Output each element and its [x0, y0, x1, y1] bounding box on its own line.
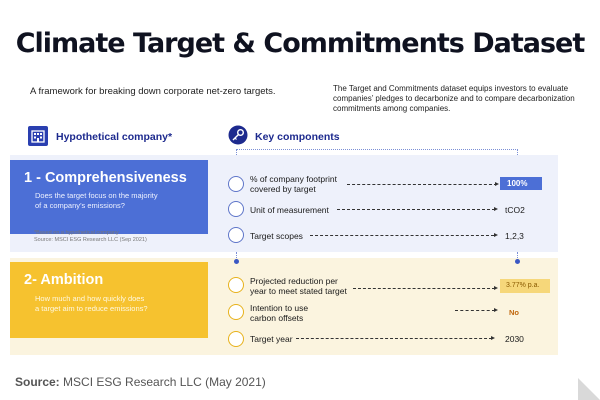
component-label: Intention to use carbon offsets [250, 303, 308, 323]
arrow-icon [494, 233, 498, 237]
dataset-description: The Target and Commitments dataset equip… [333, 84, 575, 113]
arrow-icon [491, 336, 495, 340]
value-text: 2030 [505, 334, 524, 344]
label-line: covered by target [250, 184, 316, 194]
leader-line [455, 310, 495, 311]
value-badge: 100% [500, 177, 542, 190]
company-header: Hypothetical company* [56, 131, 173, 143]
component-label: Projected reduction per year to meet sta… [250, 276, 347, 296]
value-text: 1,2,3 [505, 231, 524, 241]
building-icon [28, 126, 48, 146]
connector-drop [517, 149, 518, 159]
arrow-icon [494, 286, 498, 290]
section-question: of a company’s emissions? [35, 201, 125, 210]
connector-drop [517, 252, 518, 262]
arrow-icon [494, 207, 498, 211]
connector-line [236, 149, 518, 150]
arrow-icon [494, 308, 498, 312]
value-badge: 3.77% p.a. [500, 279, 550, 293]
section-title: 2- Ambition [24, 272, 104, 288]
connector-pin [234, 259, 239, 264]
reduction-icon [228, 277, 244, 293]
leader-line [353, 288, 495, 289]
component-label: Target scopes [250, 231, 303, 241]
connector-pin [515, 259, 520, 264]
ruler-icon [228, 201, 244, 217]
leader-line [296, 338, 492, 339]
connector-drop [236, 252, 237, 262]
calendar-icon [228, 331, 244, 347]
component-label: % of company footprint covered by target [250, 174, 337, 194]
source-text: MSCI ESG Research LLC (May 2021) [63, 375, 266, 389]
label-line: % of company footprint [250, 174, 337, 184]
section-question: Does the target focus on the majority [35, 191, 158, 200]
component-label: Unit of measurement [250, 205, 329, 215]
label-line: Projected reduction per [250, 276, 338, 286]
label-line: Intention to use [250, 303, 309, 313]
label-line: carbon offsets [250, 313, 304, 323]
section-title: 1 - Comprehensiveness [24, 170, 187, 186]
source-label: Source: [15, 375, 60, 389]
page-fold [578, 378, 600, 400]
key-icon [228, 125, 248, 145]
footnote-line: *Based on a hypothetical company [34, 230, 119, 236]
section-question: How much and how quickly does [35, 294, 145, 303]
value-text: tCO2 [505, 205, 525, 215]
leader-line [337, 209, 495, 210]
value-text: No [509, 308, 519, 317]
source-citation: Source: MSCI ESG Research LLC (May 2021) [15, 375, 266, 389]
page-subtitle: A framework for breaking down corporate … [30, 86, 276, 97]
footnote: *Based on a hypothetical company Source:… [34, 230, 147, 244]
offset-icon [228, 304, 244, 320]
page-title: Climate Target & Commitments Dataset [15, 28, 586, 59]
connector-drop [236, 149, 237, 159]
section-question: a target aim to reduce emissions? [35, 304, 148, 313]
component-label: Target year [250, 334, 293, 344]
footprint-icon [228, 176, 244, 192]
components-header: Key components [255, 131, 340, 143]
label-line: year to meet stated target [250, 286, 347, 296]
leader-line [310, 235, 494, 236]
arrow-icon [495, 182, 499, 186]
footnote-source: Source: MSCI ESG Research LLC (Sep 2021) [34, 237, 147, 243]
comprehensiveness-card: 1 - Comprehensiveness Does the target fo… [10, 160, 208, 234]
leader-line [347, 184, 497, 185]
target-scope-icon [228, 227, 244, 243]
ambition-card: 2- Ambition How much and how quickly doe… [10, 262, 208, 338]
